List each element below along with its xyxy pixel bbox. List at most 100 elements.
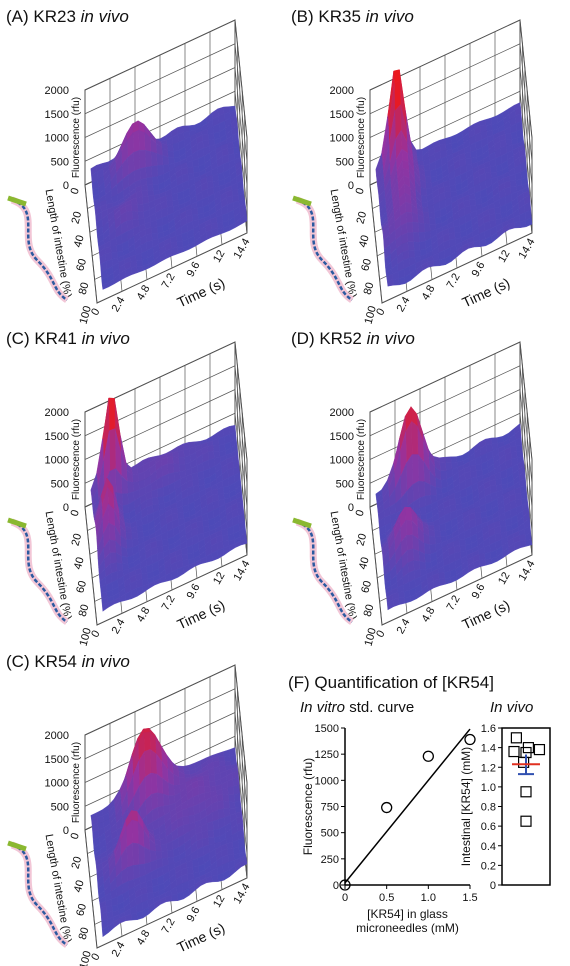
surface-patch — [178, 456, 186, 465]
x-tick-label: 4.8 — [135, 928, 153, 947]
surface-patch — [132, 842, 140, 866]
surface-patch — [212, 819, 220, 831]
surface-patch — [412, 221, 420, 233]
grid-line — [234, 91, 248, 210]
surface-patch — [146, 184, 154, 191]
y-axis-label: Length of intestine (%) — [42, 188, 73, 298]
y-tick-label: 40 — [72, 879, 87, 894]
surface-patch — [479, 559, 487, 567]
surface-patch — [202, 519, 210, 528]
surface-patch — [154, 843, 162, 852]
grid-line — [519, 389, 533, 508]
z-tick-label: 1500 — [45, 109, 69, 121]
z-tick-label: 2000 — [330, 85, 354, 97]
surface-patch — [122, 504, 130, 514]
worm-head — [7, 517, 27, 529]
y-tick-label: 60 — [74, 902, 89, 917]
surface-patch — [143, 731, 151, 752]
surface-patch — [222, 800, 230, 809]
z-tick-label: 500 — [51, 801, 69, 813]
surface-patch — [233, 784, 241, 795]
y-axis-label: Length of intestine (%) — [42, 833, 73, 943]
grid-line — [234, 389, 248, 508]
worm-gut — [296, 198, 353, 302]
grid-line — [519, 91, 533, 210]
grid-line — [519, 365, 533, 484]
surface-patch — [151, 165, 159, 178]
panel-label: (D) KR52 — [291, 329, 362, 348]
surface-patch — [439, 144, 447, 152]
surface-patch — [227, 786, 235, 795]
surface-patch — [197, 780, 205, 787]
surface-patch — [453, 225, 461, 234]
surface-patch — [156, 153, 164, 166]
surface-patch — [413, 560, 421, 571]
y-axis-label: Intestinal [KR54] (mM) — [459, 747, 473, 866]
y-tick-label: 0 — [69, 509, 82, 518]
surface-patch — [519, 534, 526, 542]
y-tick-label: 20 — [70, 210, 85, 225]
y-tick-label: 0.4 — [481, 841, 496, 853]
surface-patch — [231, 188, 239, 196]
surface-patch — [109, 428, 116, 472]
surface-patch — [196, 206, 204, 215]
surface-patch — [423, 542, 431, 555]
chart-title-em: In vivo — [490, 699, 533, 716]
y-tick-label: 1.6 — [481, 723, 496, 735]
grid-line — [519, 19, 533, 139]
surface-patch — [444, 571, 451, 579]
z-axis-label: Fluorescence (rfu) — [356, 97, 367, 178]
surface-patch — [513, 221, 521, 229]
surface-patch — [101, 282, 109, 290]
z-tick-label: 2000 — [45, 730, 69, 742]
surface-patch — [392, 278, 400, 286]
x-tick-label: 7.2 — [160, 272, 178, 291]
x-tick-label: 14.4 — [231, 882, 252, 907]
surface-patch — [222, 794, 230, 802]
z-axis-label: Fluorescence (rfu) — [71, 419, 82, 500]
surface-patch — [161, 850, 169, 859]
surface-patch — [428, 217, 436, 225]
z-tick-label: 1000 — [45, 778, 69, 790]
surface-patch — [221, 534, 229, 542]
y-tick-label: 60 — [359, 257, 374, 272]
surface-patch — [131, 819, 139, 844]
surface-patch — [136, 531, 144, 539]
grid-line — [519, 413, 533, 532]
surface-patch — [137, 211, 145, 220]
surface-patch — [413, 241, 421, 251]
surface-patch — [152, 184, 160, 191]
surface-patch — [177, 449, 185, 458]
x-tick-label: 4.8 — [420, 605, 438, 624]
x-tick-label: 7.2 — [445, 594, 463, 613]
y-tick-label: 80 — [77, 281, 92, 296]
surface-patch — [110, 245, 118, 253]
surface-patch — [182, 764, 190, 771]
surface-patch — [172, 456, 180, 465]
surface-patch — [207, 445, 214, 453]
surface-patch — [438, 572, 446, 580]
x-tick-label: 0 — [342, 892, 348, 904]
surface-patch — [211, 874, 219, 883]
surface-patch — [132, 129, 140, 153]
surface-patch — [515, 444, 523, 453]
surface-patch — [223, 756, 231, 762]
surface-patch — [161, 538, 169, 547]
surface-patch — [218, 756, 225, 762]
y-tick-label: 60 — [359, 579, 374, 594]
z-tick-label: 1000 — [330, 455, 354, 467]
surface-patch — [412, 548, 420, 562]
y-tick-label: 80 — [362, 603, 377, 618]
surface-patch — [150, 772, 158, 795]
surface-patch — [141, 189, 149, 197]
z-tick-label: 1500 — [330, 431, 354, 443]
panel-condition: in vivo — [81, 7, 129, 26]
surface-patch — [429, 169, 437, 178]
surface-patch — [201, 133, 209, 142]
surface-patch — [208, 774, 216, 782]
surface-patch — [232, 776, 240, 787]
y-tick-label: 250 — [321, 854, 339, 866]
x-tick-label: 12 — [496, 570, 513, 587]
grid-line — [381, 232, 533, 304]
